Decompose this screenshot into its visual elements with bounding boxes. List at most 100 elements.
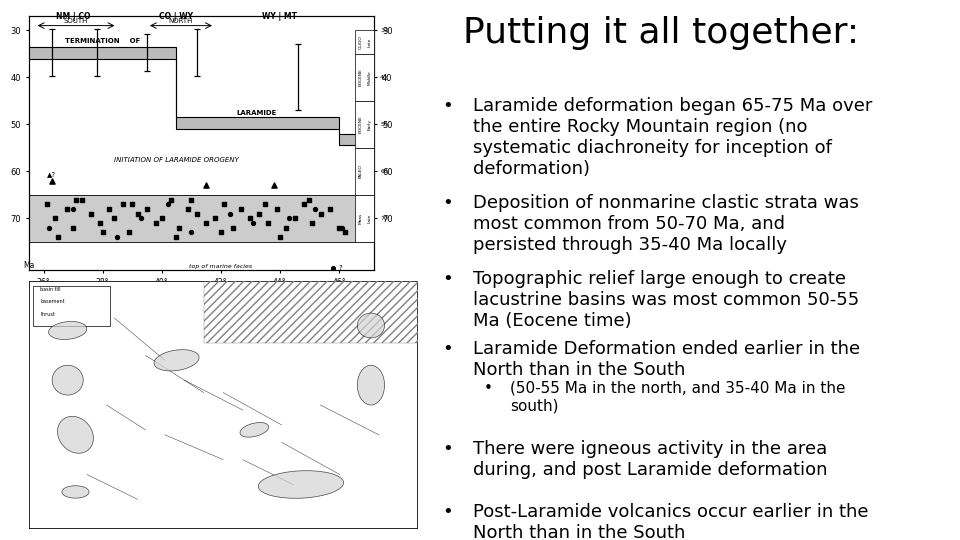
Point: [246, 219, 261, 227]
Point: [266, 181, 281, 190]
Text: OLIGO: OLIGO: [359, 35, 363, 49]
Text: •: •: [442, 97, 453, 115]
Text: Ma: Ma: [23, 261, 35, 269]
Ellipse shape: [52, 365, 84, 395]
Point: [169, 233, 184, 241]
Point: [257, 200, 273, 208]
Text: NM | CO: NM | CO: [56, 11, 90, 21]
Point: [125, 200, 140, 208]
Point: [199, 181, 214, 190]
Point: [74, 195, 89, 204]
Point: [172, 224, 187, 232]
Ellipse shape: [61, 486, 89, 498]
Point: [148, 219, 163, 227]
Point: [84, 210, 99, 218]
Text: Putting it all together:: Putting it all together:: [463, 16, 859, 50]
Point: [213, 228, 228, 237]
Point: [101, 205, 116, 213]
Ellipse shape: [240, 422, 269, 437]
Point: [65, 205, 81, 213]
Text: PALEO: PALEO: [359, 164, 363, 178]
Text: Laramide Deformation ended earlier in the
North than in the South: Laramide Deformation ended earlier in th…: [473, 340, 860, 379]
Point: [281, 214, 297, 222]
Text: NORTH: NORTH: [169, 18, 193, 24]
Point: [139, 205, 155, 213]
Text: top of marine facies: top of marine facies: [189, 264, 252, 269]
Text: TERMINATION    OF: TERMINATION OF: [65, 38, 140, 44]
Point: [278, 224, 294, 232]
Ellipse shape: [357, 365, 385, 405]
Point: [109, 233, 125, 241]
Point: [304, 219, 320, 227]
Point: [68, 195, 84, 204]
Bar: [355, 101, 374, 148]
Point: [115, 200, 131, 208]
Text: Post-Laramide volcanics occur earlier in the
North than in the South: Post-Laramide volcanics occur earlier in…: [473, 503, 869, 540]
Point: [252, 210, 267, 218]
Point: [48, 214, 63, 222]
Bar: [355, 30, 374, 54]
Ellipse shape: [58, 416, 93, 453]
Text: •: •: [484, 381, 492, 396]
Point: [314, 210, 329, 218]
Point: [183, 228, 199, 237]
Text: 30: 30: [380, 28, 388, 33]
Point: [60, 205, 75, 213]
Point: [154, 214, 169, 222]
Point: [287, 214, 302, 222]
Text: WY | MT: WY | MT: [262, 11, 298, 21]
Point: [92, 219, 108, 227]
Point: [260, 219, 276, 227]
Point: [38, 200, 54, 208]
Bar: [355, 54, 374, 101]
Text: •: •: [442, 503, 453, 521]
Point: [334, 224, 349, 232]
Text: •: •: [442, 440, 453, 458]
Text: CO | WY: CO | WY: [159, 11, 194, 21]
Ellipse shape: [154, 350, 199, 371]
Text: Laramide deformation began 65-75 Ma over
the entire Rocky Mountain region (no
sy: Laramide deformation began 65-75 Ma over…: [473, 97, 873, 178]
Point: [243, 214, 258, 222]
Text: Early: Early: [368, 119, 372, 130]
Point: [325, 264, 341, 272]
Text: Late: Late: [368, 213, 372, 223]
Ellipse shape: [49, 321, 86, 340]
Text: 70: 70: [380, 216, 388, 221]
Text: ▲?: ▲?: [46, 171, 56, 177]
Point: [133, 214, 149, 222]
Text: 40: 40: [380, 75, 388, 80]
Text: Topographic relief large enough to create
lacustrine basins was most common 50-5: Topographic relief large enough to creat…: [473, 270, 859, 329]
Text: EOCENE: EOCENE: [359, 69, 363, 86]
Text: Maas: Maas: [359, 213, 363, 224]
Point: [234, 205, 250, 213]
Point: [331, 224, 347, 232]
Text: Late: Late: [368, 37, 372, 47]
Point: [131, 210, 146, 218]
Point: [273, 233, 288, 241]
Point: [307, 205, 323, 213]
Point: [199, 219, 214, 227]
Point: [222, 210, 237, 218]
Text: •: •: [442, 340, 453, 358]
Bar: [33, 286, 110, 326]
Ellipse shape: [357, 313, 385, 338]
Point: [337, 228, 352, 237]
Point: [323, 205, 338, 213]
Text: (50-55 Ma in the north, and 35-40 Ma in the
south): (50-55 Ma in the north, and 35-40 Ma in …: [510, 381, 846, 413]
Text: thrust: thrust: [40, 312, 56, 316]
Bar: [355, 195, 374, 242]
Point: [107, 214, 122, 222]
Point: [296, 200, 311, 208]
Text: Deposition of nonmarine clastic strata was
most common from 50-70 Ma, and
persis: Deposition of nonmarine clastic strata w…: [473, 194, 859, 254]
Point: [51, 233, 66, 241]
Point: [183, 195, 199, 204]
Point: [122, 228, 137, 237]
Point: [225, 224, 240, 232]
Point: [95, 228, 110, 237]
Text: basin fill: basin fill: [40, 287, 61, 292]
Point: [216, 200, 231, 208]
Point: [65, 224, 81, 232]
Point: [269, 205, 284, 213]
Point: [160, 200, 176, 208]
Text: 60: 60: [380, 169, 388, 174]
